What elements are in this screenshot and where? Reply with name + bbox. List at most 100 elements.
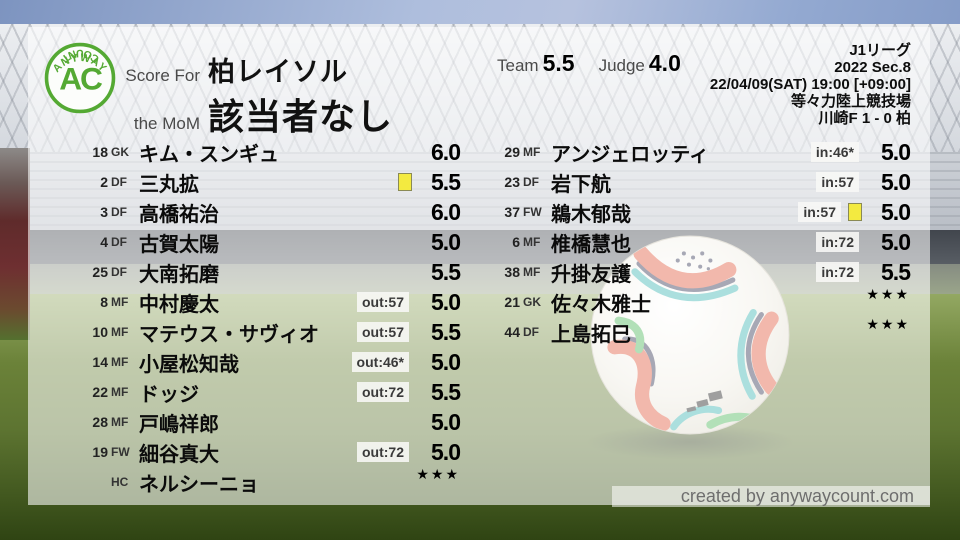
player-number: 44 xyxy=(504,324,520,340)
anywaycount-logo: ANYWAY COUNT AC xyxy=(44,42,116,114)
player-number: 2 xyxy=(100,174,108,190)
player-row: 14 MF 小屋松知哉 out:46* 5.0 xyxy=(64,347,461,377)
player-position: MF xyxy=(111,295,129,309)
player-row: HC ネルシーニョ ★★★ xyxy=(64,465,460,497)
player-rating: ★★★ xyxy=(866,285,910,302)
player-position: MF xyxy=(523,235,541,249)
player-position: DF xyxy=(111,265,127,279)
player-name: 椎橋慧也 xyxy=(551,233,631,256)
player-rating: 5.0 xyxy=(881,198,911,225)
player-rating: 5.5 xyxy=(431,378,461,405)
player-number: 3 xyxy=(100,204,108,220)
player-rating: ★★★ xyxy=(416,465,460,482)
match-info: J1リーグ 2022 Sec.8 22/04/09(SAT) 19:00 [+0… xyxy=(710,42,911,127)
substitution-badge: out:57 xyxy=(357,322,409,342)
player-name: 三丸拡 xyxy=(139,173,199,196)
logo-arc-bottom-text: COUNT xyxy=(58,47,100,65)
logo-monogram: AC xyxy=(59,61,102,97)
team-name: 柏レイソル xyxy=(208,57,348,87)
player-name: 中村慶太 xyxy=(139,293,219,316)
player-row: 22 MF ドッジ out:72 5.5 xyxy=(64,377,461,407)
team-score-value: 5.5 xyxy=(542,50,575,76)
substitution-badge: in:57 xyxy=(816,172,859,192)
player-number: 10 xyxy=(92,324,108,340)
player-name: マテウス・サヴィオ xyxy=(139,323,319,346)
judge-score-value: 4.0 xyxy=(648,50,681,76)
team-score-label: Team xyxy=(497,56,539,75)
player-position: MF xyxy=(111,355,129,369)
player-name: ネルシーニョ xyxy=(139,473,259,496)
player-row: 10 MF マテウス・サヴィオ out:57 5.5 xyxy=(64,317,461,347)
player-name: ドッジ xyxy=(139,383,199,406)
player-rating: 5.0 xyxy=(431,288,461,315)
venue-name: 等々力陸上競技場 xyxy=(790,93,911,110)
player-name: 鵜木郁哉 xyxy=(551,203,631,226)
player-number: 23 xyxy=(504,174,520,190)
player-row: 6 MF 椎橋慧也 in:72 5.0 xyxy=(476,227,911,257)
player-rating: 5.0 xyxy=(431,228,461,255)
team-judge-scores: Team 5.5 Judge 4.0 xyxy=(497,50,681,77)
player-position: DF xyxy=(111,205,127,219)
player-name: 佐々木雅士 xyxy=(551,293,651,316)
player-name: 大南拓磨 xyxy=(139,263,219,286)
player-name: 岩下航 xyxy=(551,173,611,196)
match-result: 川崎F 1 - 0 柏 xyxy=(818,110,911,127)
player-rating: ★★★ xyxy=(866,315,910,332)
player-number: 38 xyxy=(504,264,520,280)
player-number: 25 xyxy=(92,264,108,280)
substitution-badge: out:72 xyxy=(357,442,409,462)
player-name: 古賀太陽 xyxy=(139,233,219,256)
player-number: 14 xyxy=(92,354,108,370)
player-row: 19 FW 細谷真大 out:72 5.0 xyxy=(64,437,461,467)
player-number: 22 xyxy=(92,384,108,400)
player-row: 37 FW 鵜木郁哉 in:57 5.0 xyxy=(476,197,911,227)
player-position: MF xyxy=(111,385,129,399)
substitution-badge: out:72 xyxy=(357,382,409,402)
player-row: 2 DF 三丸拡 5.5 xyxy=(64,167,461,197)
player-rating: 6.0 xyxy=(431,138,461,165)
substitution-badge: in:57 xyxy=(798,202,841,222)
substitution-badge: in:72 xyxy=(816,232,859,252)
player-position: HC xyxy=(111,475,129,489)
translucent-panel xyxy=(28,27,930,505)
player-name: 小屋松知哉 xyxy=(139,353,239,376)
player-position: DF xyxy=(111,235,127,249)
player-rating: 5.0 xyxy=(881,138,911,165)
player-position: MF xyxy=(523,265,541,279)
player-number: 4 xyxy=(100,234,108,250)
substitution-badge: in:46* xyxy=(810,142,859,162)
player-number: 19 xyxy=(92,444,108,460)
judge-score-label: Judge xyxy=(598,56,645,75)
player-position: FW xyxy=(111,445,130,459)
yellow-card-icon xyxy=(848,203,862,221)
player-position: FW xyxy=(523,205,542,219)
player-rating: 5.5 xyxy=(431,318,461,345)
player-row: 28 MF 戸嶋祥郎 5.0 xyxy=(64,407,461,437)
player-rating: 5.5 xyxy=(431,168,461,195)
mom-name: 該当者なし xyxy=(208,96,394,137)
league-name: J1リーグ xyxy=(849,42,911,59)
player-name: 上島拓巳 xyxy=(551,323,631,346)
svg-text:COUNT: COUNT xyxy=(58,47,101,65)
player-row: 44 DF 上島拓巳 ★★★ xyxy=(476,315,910,347)
player-position: MF xyxy=(111,415,129,429)
player-row: 8 MF 中村慶太 out:57 5.0 xyxy=(64,287,461,317)
player-row: 25 DF 大南拓磨 5.5 xyxy=(64,257,461,287)
mom-row: the MoM 該当者なし xyxy=(118,88,393,140)
player-position: MF xyxy=(111,325,129,339)
player-rating: 5.5 xyxy=(431,258,461,285)
player-rating: 5.0 xyxy=(431,438,461,465)
player-position: DF xyxy=(523,175,539,189)
player-number: 29 xyxy=(504,144,520,160)
player-row: 23 DF 岩下航 in:57 5.0 xyxy=(476,167,911,197)
player-rating: 5.0 xyxy=(881,228,911,255)
mom-label: the MoM xyxy=(133,114,200,133)
player-rating: 5.5 xyxy=(881,258,911,285)
player-name: 戸嶋祥郎 xyxy=(139,413,219,436)
player-row: 3 DF 高橋祐治 6.0 xyxy=(64,197,461,227)
player-number: 18 xyxy=(92,144,108,160)
player-rating: 5.0 xyxy=(881,168,911,195)
player-row: 4 DF 古賀太陽 5.0 xyxy=(64,227,461,257)
player-name: アンジェロッティ xyxy=(551,143,709,166)
